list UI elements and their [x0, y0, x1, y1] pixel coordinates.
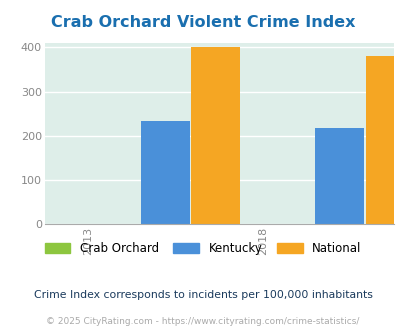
Text: Crime Index corresponds to incidents per 100,000 inhabitants: Crime Index corresponds to incidents per… [34, 290, 371, 300]
Bar [365, 56, 405, 224]
Bar [191, 47, 240, 224]
Legend: Crab Orchard, Kentucky, National: Crab Orchard, Kentucky, National [40, 237, 365, 260]
Text: © 2025 CityRating.com - https://www.cityrating.com/crime-statistics/: © 2025 CityRating.com - https://www.city… [46, 317, 359, 326]
Text: Crab Orchard Violent Crime Index: Crab Orchard Violent Crime Index [51, 15, 354, 30]
Bar [315, 128, 363, 224]
Bar [141, 121, 189, 224]
